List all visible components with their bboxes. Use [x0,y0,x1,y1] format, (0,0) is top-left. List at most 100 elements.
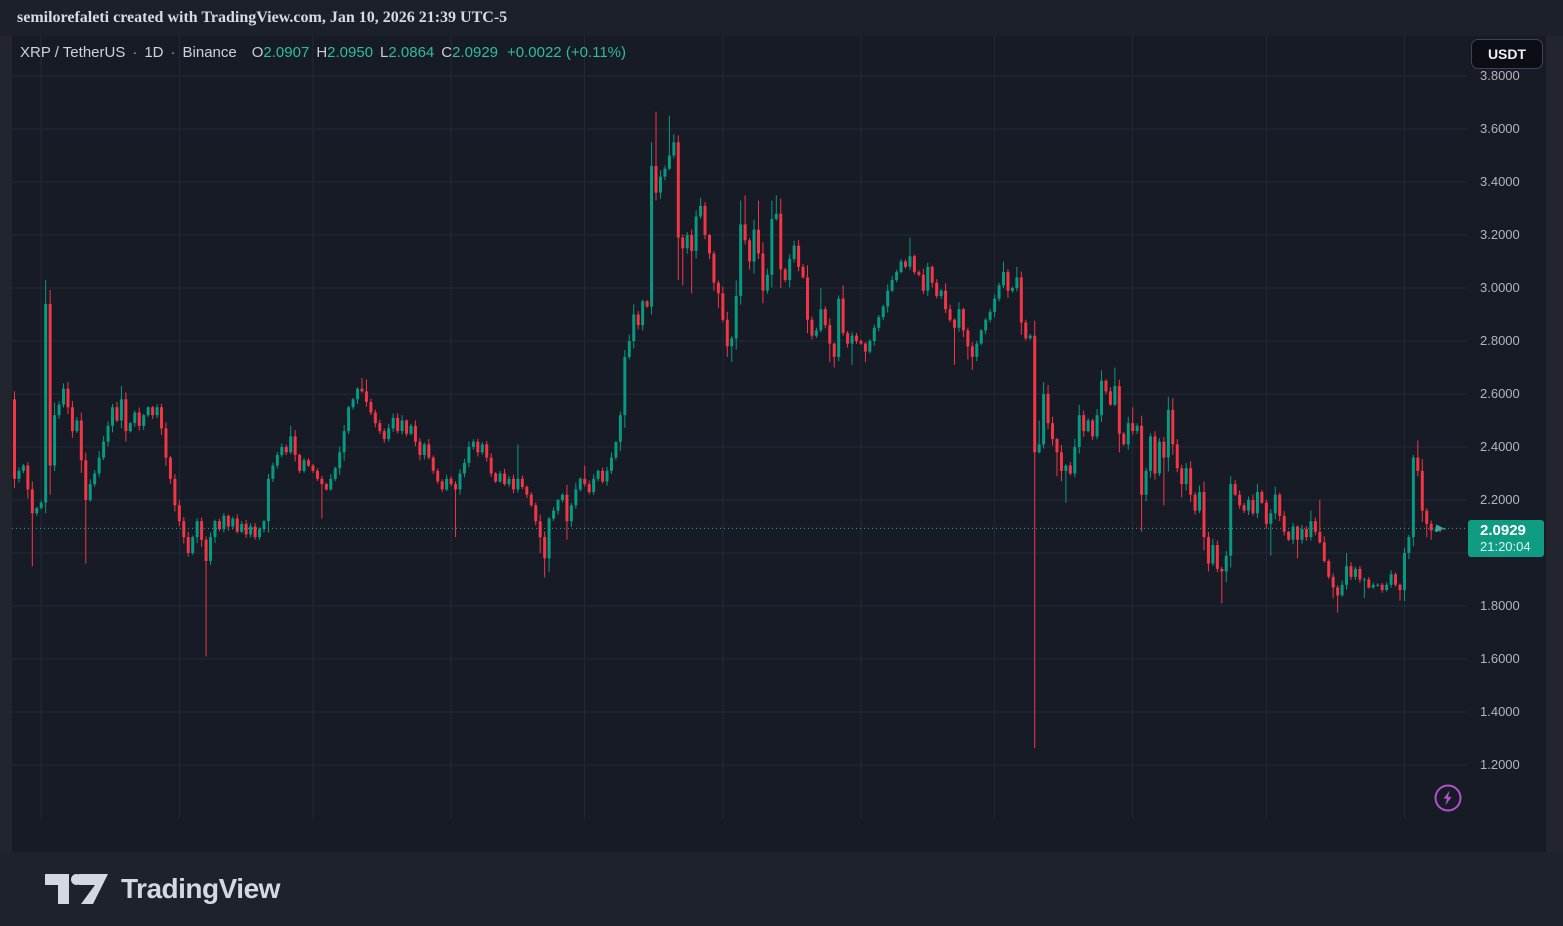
candle [917,272,921,275]
candle [565,494,569,522]
tradingview-logo[interactable]: TradingView [45,873,280,905]
candle [1331,576,1335,588]
candle [1010,288,1014,291]
candle [1037,444,1041,453]
candle [1046,394,1050,424]
candle [449,478,453,485]
candle [1398,584,1402,591]
candle [801,266,805,278]
candle [315,470,319,479]
currency-toggle-button[interactable]: USDT [1471,39,1543,69]
candle [204,539,208,561]
candle [1394,574,1398,585]
candle [440,481,444,490]
candle [583,478,587,485]
candle [1380,584,1384,591]
candle [605,470,609,482]
candle [837,298,841,357]
candle [863,343,867,352]
candle [957,309,961,328]
candle [979,330,983,344]
candle [948,309,952,320]
candle [935,282,939,296]
candle [360,388,364,392]
candle [654,166,658,193]
candle [324,484,328,490]
candle [271,465,275,479]
candle [485,444,489,458]
candle [351,399,355,408]
candle [124,399,128,432]
candle [280,447,284,455]
lightning-icon [1434,784,1462,812]
candle [984,319,988,331]
candlestick-chart[interactable] [12,36,1467,852]
candle [854,335,858,341]
candle [128,423,132,432]
candle [409,425,413,434]
candle [1385,584,1389,591]
symbol-name: XRP / TetherUS [20,44,126,61]
candle [1407,537,1411,553]
candle [707,235,711,254]
candle [939,290,943,296]
candle [667,155,671,169]
candle [413,425,417,442]
candle [182,521,186,538]
candle [222,515,226,530]
candle [115,407,119,421]
candle [1367,579,1371,588]
candle [235,518,239,532]
candle [1028,335,1032,339]
price-axis-label: 3.6000 [1480,121,1520,136]
candle [761,253,765,291]
price-axis[interactable]: USDT 3.8000 3.6000 3.4000 3.2000 3.0000 2.800… [1467,36,1546,852]
candle [1184,468,1188,485]
price-axis-label: 1.2000 [1480,757,1520,772]
candle [338,452,342,469]
candle [253,526,257,538]
candle [293,436,297,455]
candle [262,521,266,530]
candle [1229,484,1233,556]
candle [552,510,556,519]
candle [569,505,573,522]
candle [1024,322,1028,339]
candle [427,444,431,458]
candle [119,399,123,421]
candle [62,388,66,405]
candle [1175,444,1179,469]
candle [953,319,957,328]
candle [730,338,734,347]
candle [1411,457,1415,538]
candle [868,341,872,352]
flash-boost-button[interactable] [1433,783,1463,813]
candle [1402,553,1406,591]
candle [618,415,622,442]
candle [311,465,315,471]
high-value: H 2.0950 [316,44,374,61]
candle [26,465,30,490]
candle [249,526,253,535]
candle [912,256,916,273]
candle [209,537,213,561]
candle [195,521,199,538]
candle [177,505,181,522]
candle [57,404,61,416]
candle [462,462,466,474]
exchange-label: Binance [182,44,237,61]
candle [1095,415,1099,437]
right-frame-strip [1546,36,1563,852]
candle [1108,391,1112,405]
candle [832,343,836,357]
candle [783,269,787,281]
candle [342,431,346,453]
price-axis-label: 2.2000 [1480,492,1520,507]
candle [1117,386,1121,434]
low-value: L 2.0864 [380,44,435,61]
candle [739,224,743,296]
candle [1376,584,1380,586]
candle [30,489,34,514]
candle [872,327,876,341]
candle [881,306,885,318]
